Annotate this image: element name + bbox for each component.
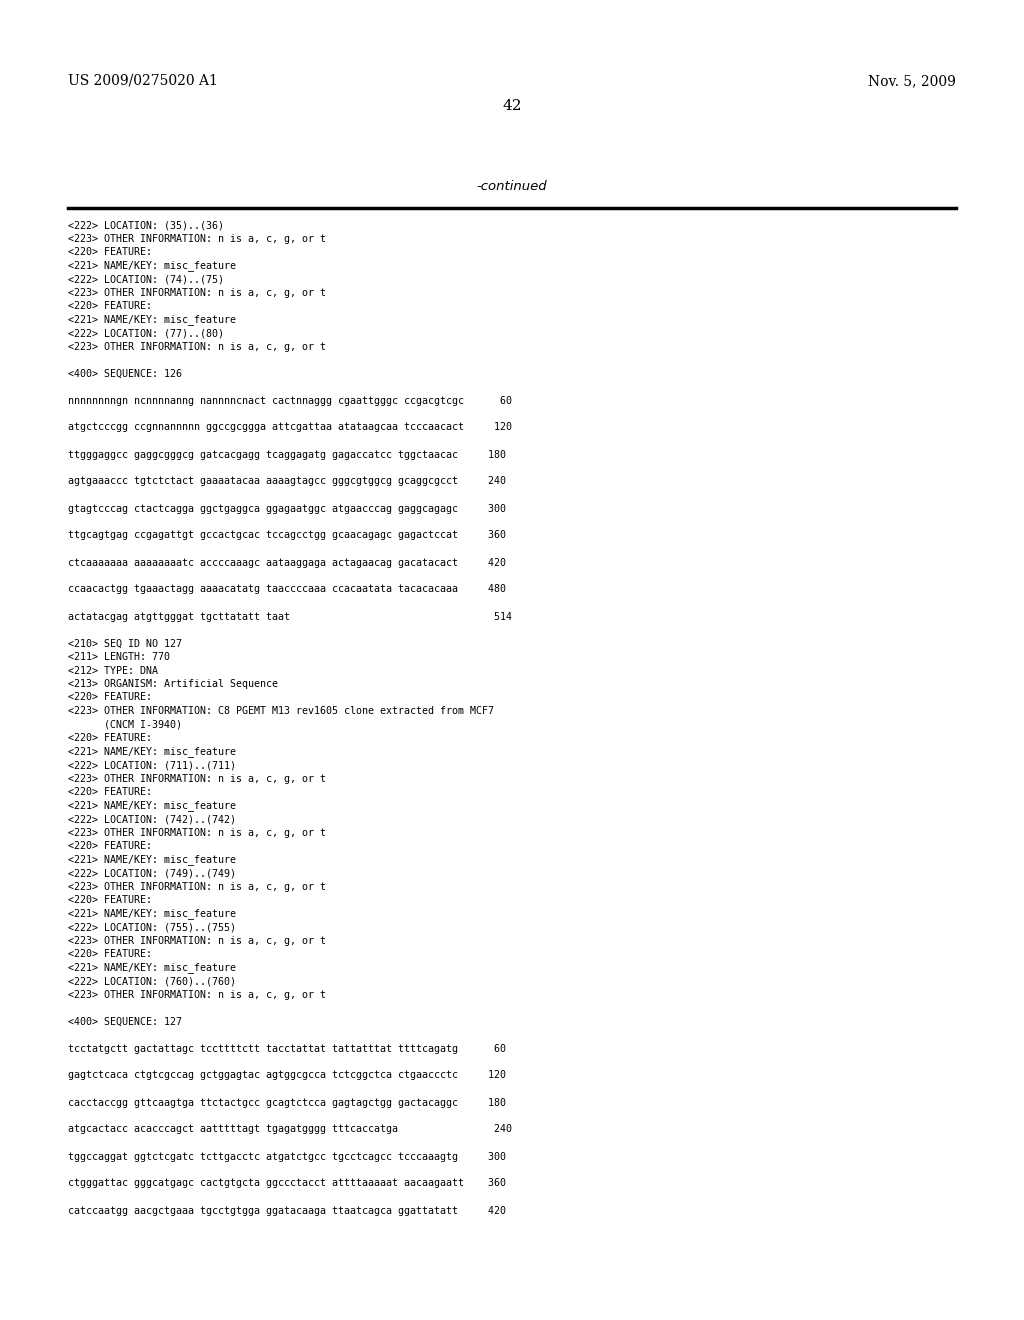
Text: <212> TYPE: DNA: <212> TYPE: DNA [68, 665, 158, 676]
Text: <222> LOCATION: (77)..(80): <222> LOCATION: (77)..(80) [68, 327, 224, 338]
Text: <223> OTHER INFORMATION: n is a, c, g, or t: <223> OTHER INFORMATION: n is a, c, g, o… [68, 990, 326, 999]
Text: <223> OTHER INFORMATION: n is a, c, g, or t: <223> OTHER INFORMATION: n is a, c, g, o… [68, 234, 326, 243]
Text: <221> NAME/KEY: misc_feature: <221> NAME/KEY: misc_feature [68, 908, 236, 920]
Text: <221> NAME/KEY: misc_feature: <221> NAME/KEY: misc_feature [68, 800, 236, 812]
Text: <222> LOCATION: (749)..(749): <222> LOCATION: (749)..(749) [68, 869, 236, 878]
Text: <223> OTHER INFORMATION: n is a, c, g, or t: <223> OTHER INFORMATION: n is a, c, g, o… [68, 288, 326, 297]
Text: ttgggaggcc gaggcgggcg gatcacgagg tcaggagatg gagaccatcc tggctaacac     180: ttgggaggcc gaggcgggcg gatcacgagg tcaggag… [68, 450, 506, 459]
Text: 42: 42 [502, 99, 522, 114]
Text: -continued: -continued [477, 180, 547, 193]
Text: <400> SEQUENCE: 127: <400> SEQUENCE: 127 [68, 1016, 182, 1027]
Text: <220> FEATURE:: <220> FEATURE: [68, 895, 152, 906]
Text: nnnnnnnngn ncnnnnanng nannnncnact cactnnaggg cgaattgggc ccgacgtcgc      60: nnnnnnnngn ncnnnnanng nannnncnact cactnn… [68, 396, 512, 405]
Text: <221> NAME/KEY: misc_feature: <221> NAME/KEY: misc_feature [68, 854, 236, 866]
Text: tcctatgctt gactattagc tccttttctt tacctattat tattatttat ttttcagatg      60: tcctatgctt gactattagc tccttttctt tacctat… [68, 1044, 506, 1053]
Text: catccaatgg aacgctgaaa tgcctgtgga ggatacaaga ttaatcagca ggattatatt     420: catccaatgg aacgctgaaa tgcctgtgga ggataca… [68, 1205, 506, 1216]
Text: <221> NAME/KEY: misc_feature: <221> NAME/KEY: misc_feature [68, 962, 236, 973]
Text: <223> OTHER INFORMATION: n is a, c, g, or t: <223> OTHER INFORMATION: n is a, c, g, o… [68, 342, 326, 351]
Text: ccaacactgg tgaaactagg aaaacatatg taaccccaaa ccacaatata tacacacaaa     480: ccaacactgg tgaaactagg aaaacatatg taacccc… [68, 585, 506, 594]
Text: <222> LOCATION: (760)..(760): <222> LOCATION: (760)..(760) [68, 975, 236, 986]
Text: gtagtcccag ctactcagga ggctgaggca ggagaatggc atgaacccag gaggcagagc     300: gtagtcccag ctactcagga ggctgaggca ggagaat… [68, 503, 506, 513]
Text: <220> FEATURE:: <220> FEATURE: [68, 693, 152, 702]
Text: atgcactacc acacccagct aatttttagt tgagatgggg tttcaccatga                240: atgcactacc acacccagct aatttttagt tgagatg… [68, 1125, 512, 1134]
Text: ttgcagtgag ccgagattgt gccactgcac tccagcctgg gcaacagagc gagactccat     360: ttgcagtgag ccgagattgt gccactgcac tccagcc… [68, 531, 506, 540]
Text: <213> ORGANISM: Artificial Sequence: <213> ORGANISM: Artificial Sequence [68, 678, 278, 689]
Text: <221> NAME/KEY: misc_feature: <221> NAME/KEY: misc_feature [68, 747, 236, 758]
Text: <223> OTHER INFORMATION: n is a, c, g, or t: <223> OTHER INFORMATION: n is a, c, g, o… [68, 828, 326, 837]
Text: <223> OTHER INFORMATION: n is a, c, g, or t: <223> OTHER INFORMATION: n is a, c, g, o… [68, 936, 326, 945]
Text: <223> OTHER INFORMATION: n is a, c, g, or t: <223> OTHER INFORMATION: n is a, c, g, o… [68, 774, 326, 784]
Text: <220> FEATURE:: <220> FEATURE: [68, 949, 152, 960]
Text: <222> LOCATION: (742)..(742): <222> LOCATION: (742)..(742) [68, 814, 236, 824]
Text: <220> FEATURE:: <220> FEATURE: [68, 247, 152, 257]
Text: US 2009/0275020 A1: US 2009/0275020 A1 [68, 74, 218, 88]
Text: <220> FEATURE:: <220> FEATURE: [68, 841, 152, 851]
Text: <221> NAME/KEY: misc_feature: <221> NAME/KEY: misc_feature [68, 314, 236, 326]
Text: <222> LOCATION: (755)..(755): <222> LOCATION: (755)..(755) [68, 921, 236, 932]
Text: <220> FEATURE:: <220> FEATURE: [68, 301, 152, 312]
Text: ctcaaaaaaa aaaaaaaatc accccaaagc aataaggaga actagaacag gacatacact     420: ctcaaaaaaa aaaaaaaatc accccaaagc aataagg… [68, 557, 506, 568]
Text: <223> OTHER INFORMATION: C8 PGEMT M13 rev1605 clone extracted from MCF7: <223> OTHER INFORMATION: C8 PGEMT M13 re… [68, 706, 494, 715]
Text: <211> LENGTH: 770: <211> LENGTH: 770 [68, 652, 170, 663]
Text: (CNCM I-3940): (CNCM I-3940) [68, 719, 182, 730]
Text: actatacgag atgttgggat tgcttatatt taat                                  514: actatacgag atgttgggat tgcttatatt taat 51… [68, 611, 512, 622]
Text: ctgggattac gggcatgagc cactgtgcta ggccctacct attttaaaaat aacaagaatt    360: ctgggattac gggcatgagc cactgtgcta ggcccta… [68, 1179, 506, 1188]
Text: <222> LOCATION: (35)..(36): <222> LOCATION: (35)..(36) [68, 220, 224, 230]
Text: Nov. 5, 2009: Nov. 5, 2009 [868, 74, 956, 88]
Text: <210> SEQ ID NO 127: <210> SEQ ID NO 127 [68, 639, 182, 648]
Text: <223> OTHER INFORMATION: n is a, c, g, or t: <223> OTHER INFORMATION: n is a, c, g, o… [68, 882, 326, 891]
Text: tggccaggat ggtctcgatc tcttgacctc atgatctgcc tgcctcagcc tcccaaagtg     300: tggccaggat ggtctcgatc tcttgacctc atgatct… [68, 1151, 506, 1162]
Text: <222> LOCATION: (74)..(75): <222> LOCATION: (74)..(75) [68, 275, 224, 284]
Text: <220> FEATURE:: <220> FEATURE: [68, 787, 152, 797]
Text: <222> LOCATION: (711)..(711): <222> LOCATION: (711)..(711) [68, 760, 236, 770]
Text: cacctaccgg gttcaagtga ttctactgcc gcagtctcca gagtagctgg gactacaggc     180: cacctaccgg gttcaagtga ttctactgcc gcagtct… [68, 1097, 506, 1107]
Text: gagtctcaca ctgtcgccag gctggagtac agtggcgcca tctcggctca ctgaaccctc     120: gagtctcaca ctgtcgccag gctggagtac agtggcg… [68, 1071, 506, 1081]
Text: <220> FEATURE:: <220> FEATURE: [68, 733, 152, 743]
Text: atgctcccgg ccgnnannnnn ggccgcggga attcgattaa atataagcaa tcccaacact     120: atgctcccgg ccgnnannnnn ggccgcggga attcga… [68, 422, 512, 433]
Text: <221> NAME/KEY: misc_feature: <221> NAME/KEY: misc_feature [68, 260, 236, 272]
Text: <400> SEQUENCE: 126: <400> SEQUENCE: 126 [68, 368, 182, 379]
Text: agtgaaaccc tgtctctact gaaaatacaa aaaagtagcc gggcgtggcg gcaggcgcct     240: agtgaaaccc tgtctctact gaaaatacaa aaaagta… [68, 477, 506, 487]
